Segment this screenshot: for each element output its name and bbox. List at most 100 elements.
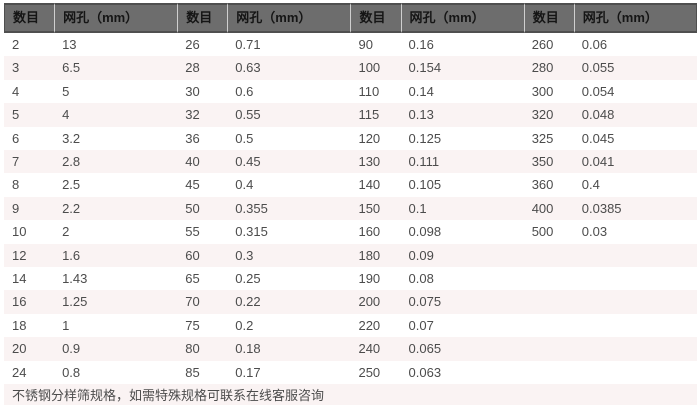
table-cell: 0.71 (227, 33, 351, 57)
table-cell: 1 (54, 313, 178, 338)
table-cell: 40 (177, 150, 228, 174)
table-cell: 10 (4, 220, 55, 244)
table-cell: 0.09 (400, 243, 524, 268)
table-body: 2 13 26 0.71 90 0.16 260 0.06 3 6.5 28 0.63 100 0.154… (4, 33, 697, 385)
table-cell: 0.08 (400, 267, 524, 291)
table-cell: 18 (4, 313, 55, 338)
table-cell: 1.25 (54, 290, 178, 314)
table-row: 6 3.2 36 0.5 120 0.125 325 0.045 (4, 126, 697, 151)
table-cell: 360 (523, 173, 574, 197)
table-cell (523, 313, 574, 338)
table-cell (523, 337, 574, 361)
table-cell: 0.355 (227, 196, 351, 221)
table-cell: 0.16 (400, 33, 524, 57)
table-cell: 0.5 (227, 126, 351, 151)
table-cell: 6 (4, 126, 55, 151)
table-row: 2 13 26 0.71 90 0.16 260 0.06 (4, 33, 697, 57)
header-row: 数目 网孔（mm） 数目 网孔（mm） 数目 网孔（mm） 数目 网孔（mm） (4, 3, 697, 33)
table-row: 14 1.43 65 0.25 190 0.08 (4, 267, 697, 291)
table-cell: 200 (350, 290, 401, 314)
header-cell-aperture-1: 网孔（mm） (54, 3, 178, 33)
table-cell: 16 (4, 290, 55, 314)
header-cell-mesh-count-1: 数目 (4, 3, 55, 33)
table-cell: 80 (177, 337, 228, 361)
footer-note: 不锈钢分样筛规格，如需特殊规格可联系在线客服咨询 (4, 384, 697, 405)
table-cell: 4 (4, 79, 55, 104)
table-cell: 140 (350, 173, 401, 197)
table-cell (523, 360, 574, 385)
header-cell-mesh-count-3: 数目 (350, 3, 401, 33)
table-cell: 12 (4, 243, 55, 268)
table-cell: 60 (177, 243, 228, 268)
table-cell: 0.154 (400, 56, 524, 80)
table-cell: 0.1 (400, 196, 524, 221)
table-cell: 0.6 (227, 79, 351, 104)
table-cell: 130 (350, 150, 401, 174)
table-cell: 150 (350, 196, 401, 221)
table-row: 10 2 55 0.315 160 0.098 500 0.03 (4, 220, 697, 244)
table-cell: 190 (350, 267, 401, 291)
table-cell: 0.111 (400, 150, 524, 174)
table-cell: 0.105 (400, 173, 524, 197)
table-cell: 2.5 (54, 173, 178, 197)
header-cell-mesh-count-2: 数目 (177, 3, 228, 33)
table-cell: 0.055 (573, 56, 697, 80)
table-cell: 7 (4, 150, 55, 174)
table-cell: 0.315 (227, 220, 351, 244)
table-cell: 20 (4, 337, 55, 361)
table-footer: 不锈钢分样筛规格，如需特殊规格可联系在线客服咨询 (4, 384, 697, 405)
table-cell: 0.45 (227, 150, 351, 174)
table-cell: 0.22 (227, 290, 351, 314)
table-cell: 45 (177, 173, 228, 197)
table-cell (573, 337, 697, 361)
table-cell: 0.065 (400, 337, 524, 361)
table-cell: 14 (4, 267, 55, 291)
table-cell (523, 243, 574, 268)
table-cell: 0.041 (573, 150, 697, 174)
table-cell: 0.4 (573, 173, 697, 197)
table-row: 16 1.25 70 0.22 200 0.075 (4, 290, 697, 314)
table-cell: 260 (523, 33, 574, 57)
table-cell: 0.8 (54, 360, 178, 385)
header-cell-mesh-count-4: 数目 (523, 3, 574, 33)
table-cell: 0.13 (400, 103, 524, 127)
table-cell: 0.07 (400, 313, 524, 338)
table-cell: 0.045 (573, 126, 697, 151)
table-cell: 28 (177, 56, 228, 80)
table-cell (573, 360, 697, 385)
table-cell: 2 (4, 33, 55, 57)
table-cell: 110 (350, 79, 401, 104)
table-row: 4 5 30 0.6 110 0.14 300 0.054 (4, 79, 697, 104)
header-cell-aperture-3: 网孔（mm） (400, 3, 524, 33)
table-cell (573, 243, 697, 268)
table-cell: 160 (350, 220, 401, 244)
table-cell (573, 290, 697, 314)
table-cell: 75 (177, 313, 228, 338)
table-cell: 0.098 (400, 220, 524, 244)
table-row: 3 6.5 28 0.63 100 0.154 280 0.055 (4, 56, 697, 80)
table-cell: 1.43 (54, 267, 178, 291)
table-cell: 0.0385 (573, 196, 697, 221)
table-cell: 2.8 (54, 150, 178, 174)
table-cell: 3 (4, 56, 55, 80)
table-cell: 30 (177, 79, 228, 104)
table-cell: 240 (350, 337, 401, 361)
table-cell (523, 267, 574, 291)
sieve-spec-table: 数目 网孔（mm） 数目 网孔（mm） 数目 网孔（mm） 数目 网孔（mm） … (4, 3, 697, 405)
table-cell: 0.25 (227, 267, 351, 291)
table-cell: 9 (4, 196, 55, 221)
table-cell (523, 290, 574, 314)
footer-row: 不锈钢分样筛规格，如需特殊规格可联系在线客服咨询 (4, 384, 697, 405)
table-cell: 250 (350, 360, 401, 385)
table-cell: 0.9 (54, 337, 178, 361)
table-cell: 320 (523, 103, 574, 127)
table-cell: 0.17 (227, 360, 351, 385)
table-cell: 0.14 (400, 79, 524, 104)
table-cell: 2 (54, 220, 178, 244)
table-cell: 32 (177, 103, 228, 127)
table-row: 18 1 75 0.2 220 0.07 (4, 313, 697, 338)
table-cell: 0.03 (573, 220, 697, 244)
table-cell: 0.63 (227, 56, 351, 80)
table-row: 5 4 32 0.55 115 0.13 320 0.048 (4, 103, 697, 127)
table-cell: 5 (4, 103, 55, 127)
